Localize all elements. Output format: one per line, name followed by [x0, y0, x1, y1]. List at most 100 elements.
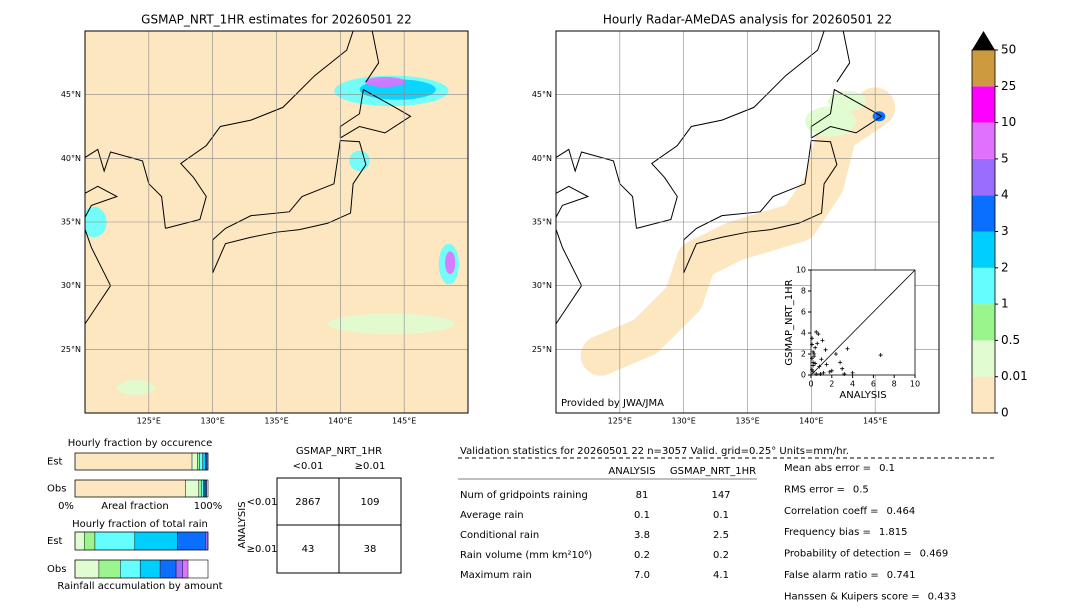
score: Mean abs error = 0.1: [784, 463, 895, 474]
point: [850, 370, 855, 375]
chart-title: Hourly fraction by occurence: [68, 438, 212, 449]
y-tick-label: 10: [796, 266, 806, 275]
colorbar-label: 0: [1001, 406, 1009, 420]
point: [810, 342, 815, 347]
y-tick-label: 30°N: [61, 281, 81, 290]
row-label: Rain volume (mm km²10⁶): [460, 550, 592, 561]
score-label: Mean abs error =: [784, 463, 871, 474]
rain-area: [445, 251, 456, 275]
y-tick-label: 30°N: [532, 281, 552, 290]
score-label: Probability of detection =: [784, 549, 912, 560]
bar-segment: [175, 559, 183, 579]
point: [810, 336, 815, 341]
bar-segment: [198, 479, 202, 498]
point: [811, 349, 816, 354]
map-frame: [555, 30, 940, 414]
x-tick-label: 10: [910, 380, 920, 389]
map-title: Hourly Radar-AMeDAS analysis for 2026050…: [603, 13, 892, 27]
bar-segment: [177, 531, 206, 551]
y-tick-label: 40°N: [61, 154, 81, 163]
y-tick-label: 35°N: [61, 218, 81, 227]
score-value: 0.5: [853, 484, 869, 495]
bar-segment: [84, 531, 96, 551]
bar-segment: [74, 531, 85, 551]
colorbar-label: 50: [1001, 43, 1016, 57]
y-axis-label: GSMAP_NRT_1HR: [784, 279, 795, 365]
coastline: [165, 31, 354, 229]
point: [878, 353, 883, 358]
bar-frame: [74, 452, 209, 471]
bar-segment: [197, 452, 200, 471]
point: [814, 329, 819, 334]
colorbar-bin: [972, 122, 995, 159]
row-label: Average rain: [460, 510, 524, 521]
bar-segment: [74, 479, 186, 498]
row-value: 7.0: [634, 570, 650, 581]
bar-frame: [74, 479, 209, 498]
point: [815, 341, 820, 346]
point: [829, 368, 834, 373]
bar-segment: [139, 559, 161, 579]
bar-segment: [134, 531, 178, 551]
category-label: Est: [47, 457, 63, 468]
rain-area: [828, 90, 867, 112]
category-label: Est: [47, 536, 63, 547]
coastline: [556, 148, 637, 229]
y-tick-label: 2: [801, 350, 806, 359]
coastline: [836, 31, 851, 83]
point: [827, 369, 832, 374]
x-tick-label: 125°E: [608, 417, 632, 426]
rain-area: [349, 150, 370, 172]
diagonal: [810, 269, 916, 376]
bar-segment: [191, 452, 198, 471]
table-cell: 43: [302, 544, 315, 555]
colorbar-label: 4: [1001, 188, 1009, 202]
point: [823, 347, 828, 352]
map-area: [556, 31, 939, 413]
column-header: <0.01: [293, 461, 324, 472]
y-tick-label: 45°N: [61, 90, 81, 99]
x-tick-label: 130°E: [672, 417, 696, 426]
bar-segment: [182, 559, 189, 579]
map-frame: [84, 30, 469, 414]
colorbar-label: 10: [1001, 115, 1016, 129]
x-tick-label: 145°E: [863, 417, 887, 426]
x-axis-label: Areal fraction: [101, 501, 168, 512]
point: [812, 354, 817, 359]
colorbar-label: 2: [1001, 260, 1009, 274]
colorbar-bin: [972, 195, 995, 232]
row-value: 2.5: [713, 530, 729, 541]
bar-segment: [202, 452, 206, 471]
point: [810, 367, 815, 372]
colorbar-label: 5: [1001, 151, 1009, 165]
score: False alarm ratio = 0.741: [784, 570, 915, 581]
score: Frequency bias = 1.815: [784, 527, 908, 538]
table-title: GSMAP_NRT_1HR: [296, 446, 382, 457]
bar-segment: [74, 452, 193, 471]
colorbar-label: 1: [1001, 297, 1009, 311]
coastline: [339, 88, 412, 139]
point: [811, 369, 816, 374]
x-tick-label: 2: [829, 380, 834, 389]
row-value: 3.8: [634, 530, 650, 541]
table-cell: 38: [364, 544, 377, 555]
bar-frame: [74, 559, 209, 579]
point: [821, 370, 826, 375]
x-tick-label: 0%: [58, 501, 74, 512]
stats-title: Validation statistics for 20260501 22 n=…: [460, 446, 849, 457]
table-cell: 2867: [295, 497, 320, 508]
bar-frame: [74, 531, 209, 551]
bar-segment: [159, 559, 177, 579]
x-axis-label: ANALYSIS: [839, 390, 886, 401]
row-label: Num of gridpoints raining: [460, 490, 588, 501]
point: [810, 356, 815, 361]
point: [819, 357, 824, 362]
point: [845, 346, 850, 351]
colorbar-bin: [972, 158, 995, 196]
bar-segment: [98, 559, 121, 579]
coastline: [85, 185, 119, 325]
rain-area: [872, 111, 886, 122]
x-tick-label: 140°E: [799, 417, 823, 426]
rain-area: [364, 76, 406, 88]
